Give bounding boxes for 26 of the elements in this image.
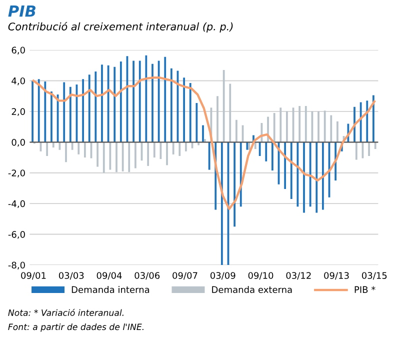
x-tick-label: 03/12 — [286, 272, 311, 280]
line-series — [32, 76, 376, 210]
y-tick-label: 2,0 — [12, 108, 25, 116]
chart-title: PIB — [8, 6, 36, 17]
legend-label: PIB * — [354, 286, 376, 293]
y-tick-label: -2,0 — [8, 170, 25, 178]
legend-label: Demanda externa — [212, 286, 292, 294]
x-tick-label: 03/06 — [134, 272, 160, 280]
x-tick-label: 09/10 — [248, 272, 274, 280]
y-tick-label: 0,0 — [12, 138, 25, 147]
y-tick-label: -8,0 — [8, 262, 25, 270]
x-tick-label: 09/07 — [172, 272, 198, 280]
x-tick-label: 09/13 — [324, 272, 349, 280]
y-tick-label: 6,0 — [12, 46, 25, 54]
x-tick-label: 09/01 — [21, 272, 46, 280]
text: Font: a partir de dades de l'INE. — [8, 323, 144, 332]
text: Nota: * Variació interanual. — [8, 308, 124, 316]
x-tick-label: 09/04 — [96, 272, 122, 280]
y-tick-label: -6,0 — [8, 231, 25, 239]
x-tick-label: 03/15 — [362, 272, 387, 280]
x-tick-label: 03/03 — [58, 272, 84, 280]
chart-subtitle: Contribució al creixement interanual (p. p.) — [8, 22, 233, 32]
legend-label: Demanda interna — [72, 286, 150, 294]
y-tick-label: -4,0 — [8, 200, 25, 208]
y-tick-label: 4,0 — [12, 77, 25, 86]
x-tick-label: 03/09 — [210, 272, 236, 280]
